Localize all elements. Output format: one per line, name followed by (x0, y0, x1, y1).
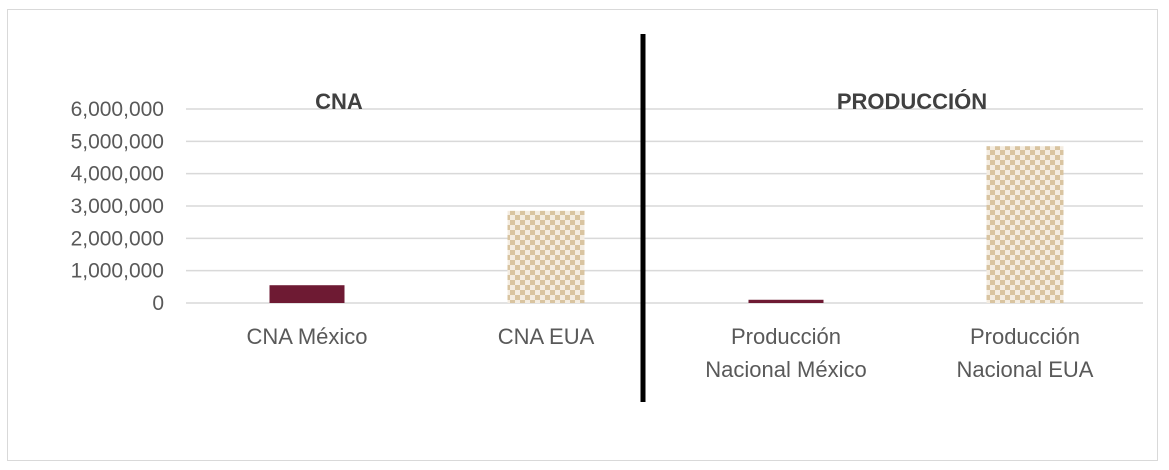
y-tick-label: 6,000,000 (71, 98, 164, 121)
category-label: Producción (970, 324, 1080, 349)
category-labels: CNA México CNA EUA Producción Nacional Méxi… (246, 324, 1093, 382)
y-tick-label: 5,000,000 (71, 130, 164, 153)
y-tick-label: 0 (152, 292, 164, 315)
panel-title: CNA (315, 89, 363, 114)
gridlines (186, 108, 1143, 304)
y-tick-label: 4,000,000 (71, 163, 164, 186)
bar (748, 299, 824, 303)
category-label: Producción (731, 324, 841, 349)
bar (986, 146, 1064, 303)
category-label: CNA México (246, 324, 367, 349)
panel-titles: CNA PRODUCCIÓN (315, 89, 987, 114)
category-label: Nacional México (705, 357, 866, 382)
bars (269, 146, 1064, 303)
category-label: Nacional EUA (957, 357, 1094, 382)
bar (507, 210, 585, 303)
bar (269, 285, 345, 303)
y-tick-label: 1,000,000 (71, 260, 164, 283)
y-axis-ticks: 0 1,000,000 2,000,000 3,000,000 4,000,000 5,0… (71, 98, 164, 315)
panel-title: PRODUCCIÓN (837, 89, 987, 114)
y-tick-label: 3,000,000 (71, 195, 164, 218)
y-tick-label: 2,000,000 (71, 227, 164, 250)
category-label: CNA EUA (498, 324, 595, 349)
